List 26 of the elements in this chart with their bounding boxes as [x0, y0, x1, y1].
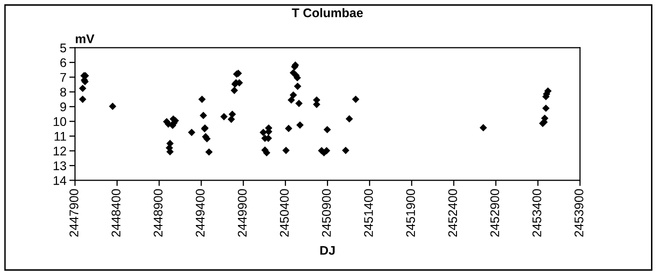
- y-tick-label: 12: [54, 146, 66, 156]
- x-tick-label: 2453400: [532, 189, 542, 237]
- y-tick-label: 13: [54, 161, 66, 170]
- x-axis-title: DJ: [320, 246, 335, 255]
- x-tick-label: 2453900: [574, 189, 584, 237]
- y-tick-label: 8: [60, 88, 66, 97]
- x-tick-label: 2450400: [280, 189, 289, 237]
- x-tick-label: 2448900: [154, 189, 163, 237]
- x-tick-label: 2450900: [322, 189, 331, 237]
- x-tick-label: 2452400: [448, 189, 458, 237]
- y-tick-label: 5: [60, 44, 66, 52]
- y-tick-label: 6: [60, 58, 66, 68]
- x-tick-label: 2449900: [238, 189, 247, 237]
- x-tick-label: 2451400: [364, 189, 373, 237]
- x-tick-label: 2448400: [112, 189, 120, 237]
- y-tick-label: 9: [60, 102, 66, 112]
- chart-title: T Columbae: [292, 8, 363, 18]
- x-tick-label: 2447900: [70, 189, 78, 237]
- x-tick-label: 2452900: [490, 189, 500, 237]
- y-axis-title: mV: [76, 34, 94, 44]
- y-tick-label: 7: [60, 73, 66, 82]
- y-tick-label: 14: [54, 176, 66, 185]
- y-tick-label: 10: [54, 117, 66, 126]
- x-tick-label: 2451900: [406, 189, 416, 237]
- x-tick-label: 2449400: [196, 189, 205, 237]
- y-tick-label: 11: [54, 132, 66, 141]
